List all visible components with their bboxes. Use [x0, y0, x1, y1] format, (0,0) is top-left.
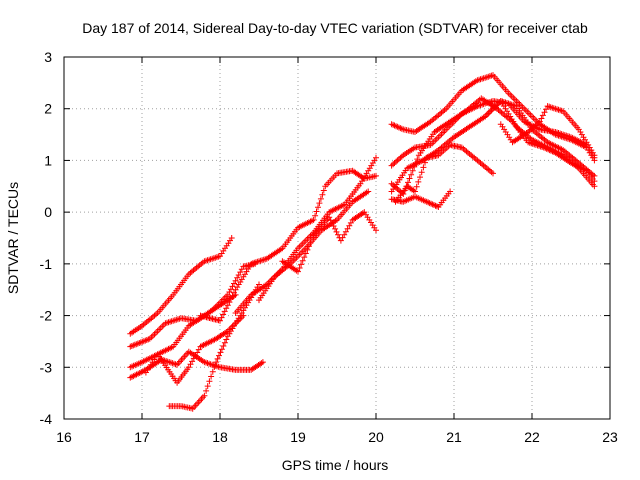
x-tick-label: 16	[56, 429, 72, 445]
x-tick-label: 23	[602, 429, 618, 445]
series-markers	[482, 98, 598, 190]
y-tick-label: 3	[44, 49, 52, 65]
x-tick-label: 18	[212, 429, 228, 445]
y-tick-label: 1	[44, 152, 52, 168]
x-axis-label: GPS time / hours	[282, 457, 389, 473]
x-tick-labels: 16 17 18 19 20 21 22 23	[56, 429, 618, 445]
x-tick-label: 19	[290, 429, 306, 445]
y-tick-labels: 3 2 1 0 -1 -2 -3 -4	[40, 49, 53, 427]
y-tick-label: 2	[44, 101, 52, 117]
series-track-1	[127, 235, 235, 337]
series-track-6	[166, 281, 262, 412]
series-markers	[279, 209, 379, 275]
series-track-16	[392, 141, 496, 205]
series-markers	[127, 291, 239, 371]
series-track-10	[279, 209, 379, 275]
series-markers	[497, 103, 598, 159]
x-tick-label: 17	[134, 429, 150, 445]
series-track-18	[482, 98, 598, 190]
plot-area	[127, 72, 598, 412]
series-track-14	[388, 98, 598, 195]
y-axis-label: SDTVAR / TECUs	[5, 182, 21, 294]
x-tick-label: 22	[524, 429, 540, 445]
chart-title: Day 187 of 2014, Sidereal Day-to-day VTE…	[82, 20, 588, 36]
series-markers	[392, 141, 496, 205]
grid	[64, 57, 610, 419]
series-markers	[166, 281, 262, 412]
x-tick-label: 21	[446, 429, 462, 445]
x-tick-label: 20	[368, 429, 384, 445]
axis-ticks	[63, 56, 611, 420]
y-tick-label: -2	[40, 308, 53, 324]
plot-frame	[63, 56, 611, 420]
y-tick-label: -1	[40, 256, 53, 272]
series-markers	[127, 235, 235, 337]
series-track-7	[197, 167, 379, 324]
y-tick-label: -3	[40, 359, 53, 375]
series-track-17	[497, 103, 598, 159]
y-tick-label: 0	[44, 204, 52, 220]
series-markers	[197, 167, 379, 324]
series-markers	[388, 98, 598, 195]
series-track-3	[127, 291, 239, 371]
y-tick-label: -4	[40, 411, 53, 427]
